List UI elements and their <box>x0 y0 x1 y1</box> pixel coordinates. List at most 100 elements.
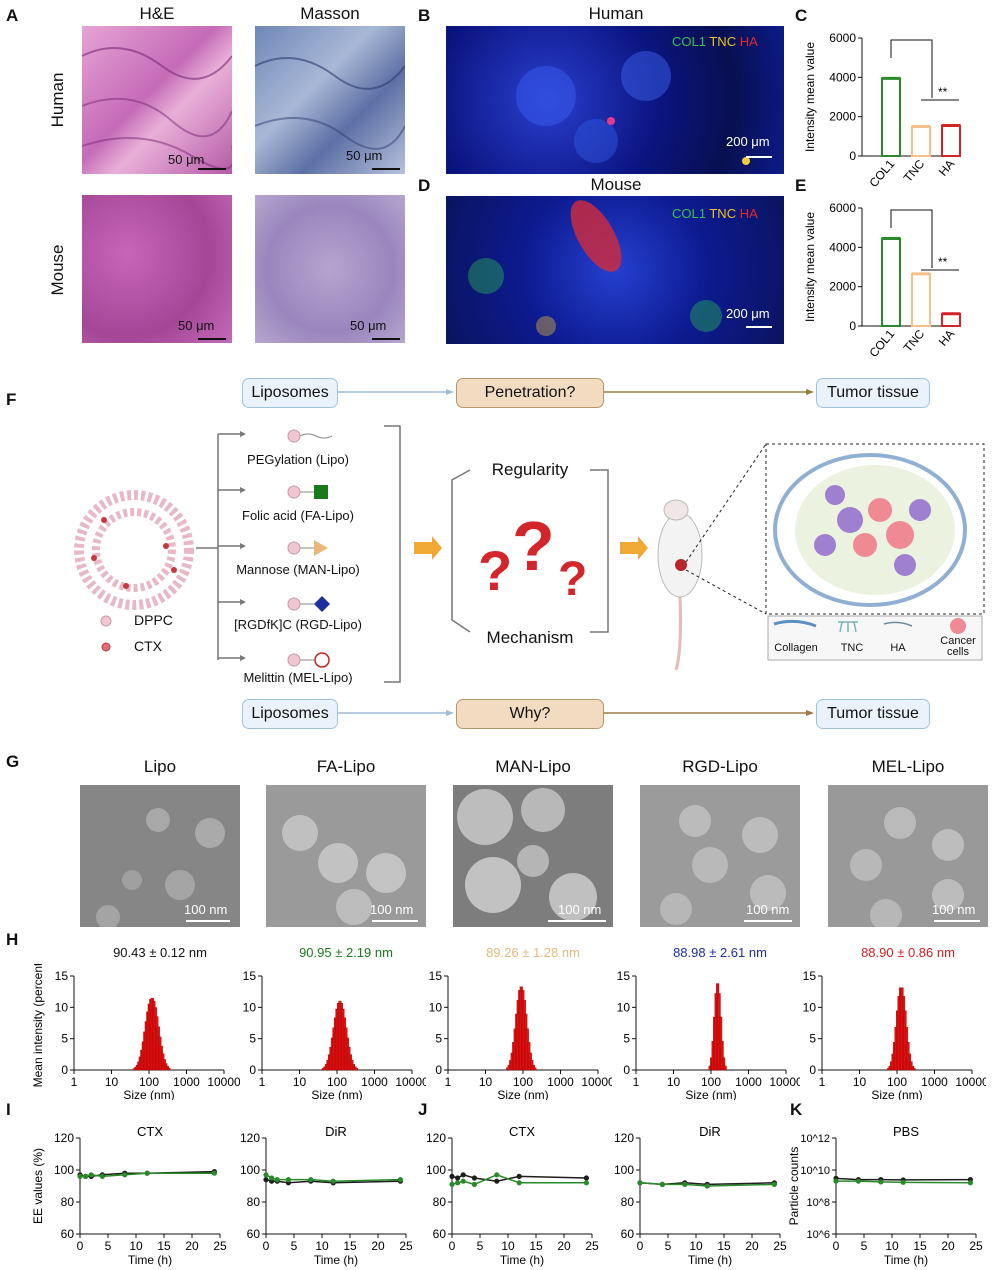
panel-c-xtick-col1: COL1 <box>866 157 897 190</box>
size-chart-ylabel: Mean intensity (percent) <box>31 964 45 1087</box>
size-value-man: 89.26 ± 1.28 nm <box>486 945 580 960</box>
tem-scale-bar-1 <box>186 920 230 922</box>
scale-text-if-mouse: 200 μm <box>726 306 770 321</box>
scale-bar-masson-mouse <box>372 338 400 340</box>
legend-tnc-mouse: TNC <box>709 206 737 221</box>
size-chart-xlabel: Size (nm) <box>311 1088 362 1100</box>
size-chart-ytick-label: 0 <box>809 1063 816 1077</box>
ee-i-ctx-point <box>88 1172 94 1178</box>
panel-label-b: B <box>418 6 431 25</box>
panel-c-ytick-label: 6000 <box>829 31 856 45</box>
ee-j-ctx-xtick-label: 20 <box>557 1239 571 1253</box>
ee-j-dir-point <box>682 1181 688 1187</box>
box-liposomes-top: Liposomes <box>242 378 338 408</box>
ee-j-dir-xtick-label: 10 <box>689 1239 703 1253</box>
box-penetration: Penetration? <box>456 378 604 408</box>
ee-j-dir-ytick-label: 120 <box>614 1131 634 1145</box>
size-chart-xtick-label: 10 <box>853 1075 867 1089</box>
particle-k-xtick-label: 0 <box>833 1239 840 1253</box>
size-chart-ytick-label: 0 <box>249 1063 256 1077</box>
tem-scale-text-1: 100 nm <box>184 902 228 917</box>
panel-label-h: H <box>6 930 19 949</box>
size-chart-ytick-label: 5 <box>435 1032 442 1046</box>
size-chart-xtick-label: 1 <box>259 1075 266 1089</box>
liposome-diagram <box>74 490 194 610</box>
if-human-legend: COL1 TNC HA <box>672 34 758 49</box>
panel-d-title: Mouse <box>590 175 642 194</box>
box-tumor-tissue-bottom: Tumor tissue <box>816 699 930 729</box>
masson-human-image <box>255 26 405 174</box>
ee-j-ctx-point <box>494 1172 500 1178</box>
size-dist-chart-man: 0 5 10 15 1 10 100 1000 10000 Size (nm) <box>429 969 612 1100</box>
ee-j-ctx-ytick-label: 120 <box>426 1131 446 1145</box>
ee-chart-j-ctx: CTX 60 80 100 120 0 5 10 15 20 25 Time (h) <box>426 1124 599 1267</box>
if-mouse-legend: COL1 TNC HA <box>672 206 758 221</box>
particle-k-xtick-label: 15 <box>913 1239 927 1253</box>
ee-i-ctx-ytick-label: 80 <box>61 1195 75 1209</box>
ee-j-ctx-point <box>449 1173 455 1179</box>
ee-i-dir-ytick-label: 120 <box>240 1131 260 1145</box>
svg-text:?: ? <box>478 539 512 602</box>
ee-i-dir-point <box>274 1177 280 1183</box>
panel-c-xtick-ha: HA <box>936 157 957 179</box>
size-value-fa: 90.95 ± 2.19 nm <box>299 945 393 960</box>
ee-j-ctx-point <box>460 1172 466 1178</box>
size-value-mel: 88.90 ± 0.86 nm <box>861 945 955 960</box>
ee-j-dir-point <box>771 1181 777 1187</box>
if-human-image <box>446 26 784 174</box>
scale-bar-he-human <box>198 168 226 170</box>
lipo-label-rgd: [RGDfK]C (RGD-Lipo) <box>234 617 362 632</box>
ee-i-ctx-xtick-label: 10 <box>129 1239 143 1253</box>
ee-j-ctx-point <box>449 1181 455 1187</box>
ee-j-ctx-point <box>455 1175 461 1181</box>
box-why: Why? <box>456 699 604 729</box>
panel-e-xtick-tnc: TNC <box>901 327 928 355</box>
panel-e-xtick-col1: COL1 <box>866 327 897 360</box>
panel-c-chart: 0 2000 4000 6000 Intensity mean value COL1 TNC… <box>803 31 961 190</box>
ee-j-ctx-point <box>460 1178 466 1184</box>
panel-label-e: E <box>795 176 807 195</box>
size-chart-ytick-label: 5 <box>809 1032 816 1046</box>
legend-col1-mouse: COL1 <box>672 206 706 221</box>
ee-i-dir-point <box>285 1177 291 1183</box>
scale-bar-if-mouse <box>746 326 772 328</box>
legend-collagen: Collagen <box>774 642 818 654</box>
size-bar <box>167 1067 171 1071</box>
size-chart-ytick-label: 0 <box>61 1063 68 1077</box>
ee-i-ctx-point <box>211 1170 217 1176</box>
panel-e-ytick-label: 0 <box>849 319 856 333</box>
panel-e-bar-tnc <box>911 272 931 327</box>
ee-i-ctx-xtick-label: 20 <box>185 1239 199 1253</box>
size-chart-xtick-label: 1000 <box>173 1075 200 1089</box>
size-chart-xtick-label: 10 <box>105 1075 119 1089</box>
size-chart-xtick-label: 1 <box>819 1075 826 1089</box>
tem-scale-bar-3 <box>548 920 606 922</box>
ee-j-dir-ytick-label: 60 <box>621 1227 635 1241</box>
legend-cancer-cells: Cancer cells <box>940 635 976 658</box>
scale-text-masson-mouse: 50 μm <box>350 318 387 333</box>
ee-j-ctx-xtick-label: 10 <box>501 1239 515 1253</box>
panel-c-sig-annotation: ** <box>938 85 948 99</box>
size-chart-xlabel: Size (nm) <box>497 1088 548 1100</box>
particle-k-ytick-label: 10^8 <box>806 1197 830 1209</box>
particle-k-ytick-label: 10^10 <box>800 1165 830 1177</box>
size-dist-chart-lipo: 0 5 10 15 1 10 100 1000 10000 Size (nm) Mean inten… <box>31 964 240 1100</box>
size-chart-xtick-label: 100 <box>139 1075 159 1089</box>
size-chart-xtick-label: 1000 <box>735 1075 762 1089</box>
size-chart-xtick-label: 10 <box>479 1075 493 1089</box>
ee-j-ctx-point <box>494 1178 500 1184</box>
particle-k-xtick-label: 10 <box>885 1239 899 1253</box>
ee-j-ctx-xtick-label: 15 <box>529 1239 543 1253</box>
scale-text-if-human: 200 μm <box>726 134 770 149</box>
particle-k-point <box>900 1179 906 1185</box>
lipo-label-fa: Folic acid (FA-Lipo) <box>242 508 354 523</box>
ee-j-dir-xtick-label: 5 <box>665 1239 672 1253</box>
legend-ha-mouse: HA <box>739 206 758 221</box>
panel-label-i: I <box>6 1100 11 1119</box>
ee-i-ctx-point <box>77 1173 83 1179</box>
ee-j-dir-title: DiR <box>699 1124 721 1139</box>
size-chart-ytick-label: 0 <box>623 1063 630 1077</box>
tem-title-lipo: Lipo <box>143 757 177 776</box>
if-mouse-image <box>446 196 784 344</box>
ee-j-ctx-ytick-label: 100 <box>426 1163 446 1177</box>
